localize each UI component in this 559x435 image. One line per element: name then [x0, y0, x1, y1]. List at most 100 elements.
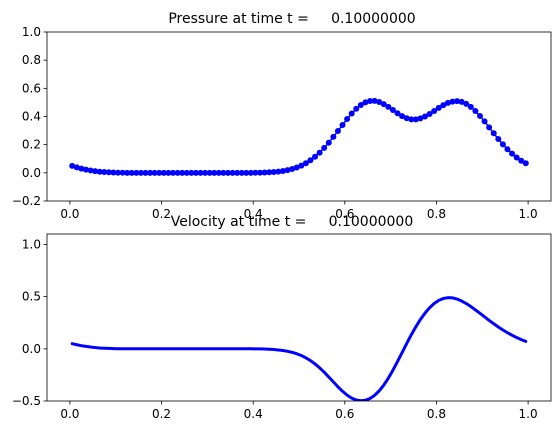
pressure-y-tick-label: 1.0 [22, 25, 41, 39]
velocity-y-tick-label: −0.5 [12, 394, 41, 408]
pressure-data-point [69, 162, 76, 169]
pressure-data-point [522, 160, 529, 167]
pressure-data-point [224, 169, 231, 176]
pressure-x-tick-label: 0.6 [335, 207, 354, 221]
pressure-data-point [408, 116, 415, 123]
pressure-data-point [449, 98, 456, 105]
pressure-data-point [197, 169, 204, 176]
pressure-data-point [252, 169, 259, 176]
pressure-data-point [495, 136, 502, 143]
pressure-data-point [293, 164, 300, 171]
pressure-data-point [412, 116, 419, 123]
pressure-data-point [362, 99, 369, 106]
velocity-x-tick-label: 0.2 [152, 407, 171, 421]
velocity-x-tick-label: 0.8 [427, 407, 446, 421]
pressure-data-point [353, 105, 360, 112]
pressure-x-tick-label: 0.8 [427, 207, 446, 221]
pressure-data-point [183, 169, 190, 176]
pressure-data-point [105, 169, 112, 176]
pressure-data-point [279, 168, 286, 174]
pressure-y-tick-label: 0.6 [22, 81, 41, 95]
velocity-y-tick-label: 1.0 [22, 237, 41, 251]
pressure-data-point [344, 116, 351, 123]
pressure-data-point [160, 169, 167, 176]
pressure-data-point [472, 108, 479, 115]
velocity-x-tick-label: 1.0 [519, 407, 538, 421]
velocity-series-line [70, 296, 528, 401]
pressure-data-point [96, 168, 103, 175]
velocity-y-tick-label: 0.5 [22, 290, 41, 304]
pressure-data-point [499, 141, 506, 148]
pressure-data-point [307, 157, 314, 164]
velocity-x-tick-label: 0.0 [60, 407, 79, 421]
pressure-data-point [234, 169, 241, 176]
pressure-data-point [243, 169, 250, 176]
pressure-data-point [467, 103, 474, 110]
pressure-data-point [312, 153, 319, 160]
pressure-data-point [247, 169, 254, 176]
pressure-data-point [82, 166, 89, 173]
pressure-data-point [174, 169, 181, 176]
pressure-data-point [476, 112, 483, 119]
pressure-data-point [257, 169, 264, 176]
pressure-data-point [399, 113, 406, 120]
pressure-data-point [289, 166, 296, 173]
pressure-data-point [348, 110, 355, 117]
pressure-data-point [124, 169, 131, 176]
pressure-data-point [417, 115, 424, 122]
velocity-x-tick-label: 0.6 [335, 407, 354, 421]
pressure-data-point [78, 165, 85, 172]
pressure-data-point [215, 169, 222, 176]
pressure-y-tick-label: 0.2 [22, 138, 41, 152]
pressure-data-point [128, 169, 135, 176]
pressure-data-point [261, 169, 268, 176]
pressure-data-point [435, 104, 442, 111]
pressure-data-point [389, 107, 396, 114]
pressure-data-point [481, 118, 488, 125]
pressure-data-point [385, 103, 392, 110]
pressure-data-point [302, 160, 309, 167]
pressure-data-point [334, 128, 341, 135]
pressure-x-tick-label: 0.2 [152, 207, 171, 221]
pressure-data-point [119, 169, 126, 176]
pressure-x-tick-label: 0.0 [60, 207, 79, 221]
pressure-data-point [367, 98, 374, 105]
pressure-data-point [463, 100, 470, 107]
pressure-data-point [165, 169, 172, 176]
pressure-data-point [454, 98, 461, 105]
pressure-data-point [206, 169, 213, 176]
pressure-data-point [170, 169, 176, 176]
pressure-data-point [147, 169, 154, 176]
pressure-series-line [71, 100, 527, 174]
pressure-data-point [490, 130, 497, 137]
velocity-chart-title: Velocity at time t = 0.10000000 [171, 214, 414, 230]
pressure-data-point [394, 110, 401, 117]
pressure-y-tick-label: 0.8 [22, 53, 41, 67]
velocity-plot-frame [46, 233, 552, 402]
pressure-data-point [504, 146, 511, 153]
pressure-x-tick-label: 1.0 [519, 207, 538, 221]
pressure-data-point [316, 149, 323, 156]
pressure-data-point [192, 169, 199, 176]
pressure-data-point [87, 167, 94, 174]
pressure-y-tick-label: −0.2 [12, 194, 41, 208]
pressure-y-tick-label: 0.4 [22, 110, 41, 124]
pressure-data-point [115, 169, 122, 176]
pressure-y-tick-label: 0.0 [22, 166, 41, 180]
pressure-data-point [266, 169, 273, 176]
pressure-data-point [426, 110, 433, 117]
pressure-chart: Pressure at time t = 0.10000000 0.0 0.2 0.… [12, 11, 552, 221]
pressure-data-point [202, 169, 209, 176]
pressure-data-point [380, 101, 387, 108]
pressure-data-point [458, 98, 465, 105]
pressure-data-point [325, 139, 332, 146]
pressure-data-point [137, 169, 144, 176]
pressure-data-point [371, 97, 378, 104]
pressure-chart-title: Pressure at time t = 0.10000000 [168, 11, 415, 27]
pressure-data-point [513, 154, 520, 161]
pressure-data-point [509, 150, 516, 157]
pressure-data-point [440, 102, 447, 109]
pressure-data-point [444, 99, 451, 106]
pressure-plot-frame [46, 31, 552, 202]
